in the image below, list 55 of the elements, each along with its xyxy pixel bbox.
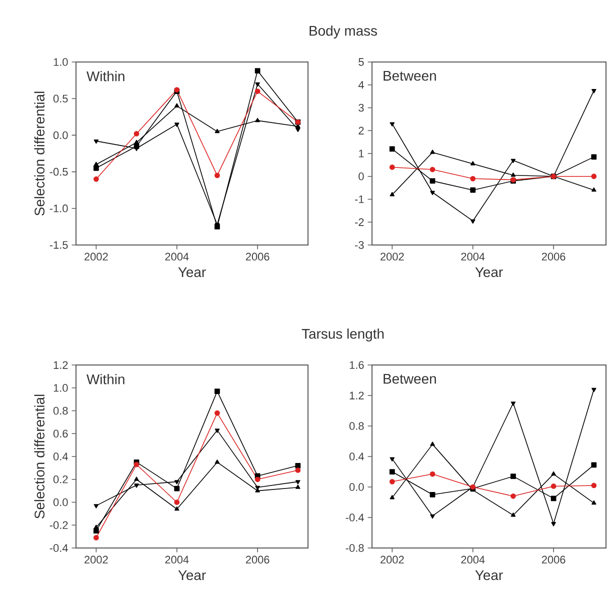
y-tick-label: -1.5 [50,241,68,249]
y-tick-label: -0.8 [346,544,364,552]
x-axis-title: Year [475,570,503,580]
y-tick-label: 0.0 [349,483,364,491]
y-tick-label: 0.0 [53,131,68,140]
y-tick-label: 0.4 [53,452,68,460]
y-tick-label: 0.8 [53,406,68,415]
y-axis-title: Selection differential [34,394,45,519]
y-tick-label: -3 [354,241,364,249]
x-tick-label: 2004 [165,556,189,564]
annotation: Between [384,71,436,81]
x-tick-label: 2002 [84,252,108,261]
x-tick-label: 2002 [380,556,404,564]
x-tick-label: 2004 [165,252,189,261]
x-axis-title: Year [178,570,206,580]
x-tick-label: 2002 [84,556,108,564]
annotation: Within [86,71,124,82]
y-tick-label: 0 [358,172,364,180]
annotation: Within [86,374,124,384]
y-tick-label: -0.2 [50,521,68,530]
y-tick-label: 1.0 [54,384,68,392]
y-tick-label: -2 [354,218,364,226]
y-tick-label: 0.5 [53,94,68,102]
y-tick-label: -0.4 [346,514,364,522]
x-axis-title: Year [178,267,206,278]
y-tick-label: 4 [358,81,364,89]
y-tick-label: 0.4 [349,452,364,460]
y-tick-label: -0.5 [50,168,68,176]
x-tick-label: 2006 [542,556,566,564]
y-tick-label: 1 [358,150,364,158]
text: Body mass [310,26,377,38]
y-tick-label: 1.2 [54,361,68,369]
y-tick-label: 5 [358,58,364,66]
text: Tarsus length [302,328,384,342]
y-tick-label: 0.0 [53,498,68,506]
y-axis-title: Selection differential [34,92,45,216]
y-tick-label: 1.0 [54,58,68,66]
y-tick-label: -1.0 [50,204,68,212]
x-tick-label: 2006 [246,252,270,261]
x-tick-label: 2006 [246,556,270,564]
y-tick-label: -0.4 [50,544,68,552]
y-tick-label: 2 [358,126,364,134]
annotation: Between [384,374,436,384]
y-tick-label: 1.6 [350,361,364,369]
x-tick-label: 2004 [461,556,485,564]
y-tick-label: 1.2 [350,392,364,400]
x-tick-label: 2004 [461,252,485,261]
y-tick-label: -1 [354,195,364,204]
x-tick-label: 2006 [542,252,566,261]
y-tick-label: 0.6 [53,430,68,438]
x-axis-title: Year [475,267,503,278]
y-tick-label: 0.8 [349,422,364,430]
x-tick-label: 2002 [380,252,404,261]
y-tick-label: 3 [358,104,364,112]
y-tick-label: 0.2 [53,476,68,484]
